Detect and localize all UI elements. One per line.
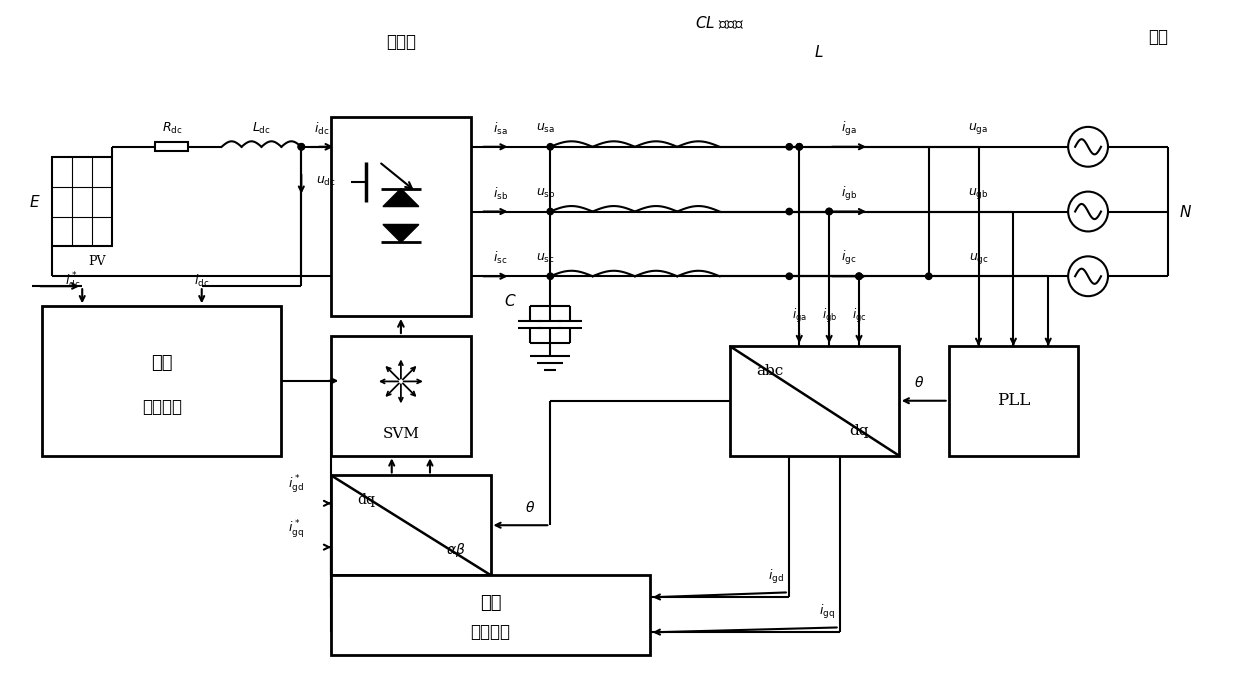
Bar xyxy=(331,575,650,654)
Text: $i_{\rm gc}$: $i_{\rm gc}$ xyxy=(842,249,857,267)
Text: $E$: $E$ xyxy=(29,193,40,210)
Circle shape xyxy=(547,208,553,215)
Text: $i_{\rm sa}$: $i_{\rm sa}$ xyxy=(494,121,508,137)
Text: dq: dq xyxy=(849,424,869,437)
Circle shape xyxy=(547,143,553,150)
Text: $u_{\rm sa}$: $u_{\rm sa}$ xyxy=(536,122,554,135)
Circle shape xyxy=(856,273,862,279)
Text: $i_{\rm gc}$: $i_{\rm gc}$ xyxy=(852,307,867,325)
Circle shape xyxy=(925,273,932,279)
Text: 交流: 交流 xyxy=(480,594,501,612)
Text: $i_{\rm gd}$: $i_{\rm gd}$ xyxy=(768,569,784,586)
Text: $i_{\rm ga}$: $i_{\rm ga}$ xyxy=(841,120,857,138)
Text: $u_{\rm sc}$: $u_{\rm sc}$ xyxy=(536,251,554,265)
Circle shape xyxy=(826,208,832,215)
Text: $\theta$: $\theta$ xyxy=(526,500,536,515)
Text: $CL$ 滤波器: $CL$ 滤波器 xyxy=(696,14,744,30)
Bar xyxy=(52,157,112,246)
Text: 逆变器: 逆变器 xyxy=(386,34,415,51)
Circle shape xyxy=(547,273,553,279)
Text: abc: abc xyxy=(755,364,782,378)
Text: $i^*_{\rm gd}$: $i^*_{\rm gd}$ xyxy=(289,475,304,496)
Text: $N$: $N$ xyxy=(1179,203,1192,220)
Text: $\alpha\beta$: $\alpha\beta$ xyxy=(446,541,465,559)
Text: $i_{\rm gb}$: $i_{\rm gb}$ xyxy=(841,185,857,203)
Text: $R_{\rm dc}$: $R_{\rm dc}$ xyxy=(161,121,182,137)
Text: $C$: $C$ xyxy=(505,293,517,309)
Bar xyxy=(949,346,1078,456)
Text: dq: dq xyxy=(357,493,374,507)
Bar xyxy=(331,117,471,316)
Text: $u_{\rm dc}$: $u_{\rm dc}$ xyxy=(316,175,336,188)
Text: $u_{\rm gb}$: $u_{\rm gb}$ xyxy=(968,186,988,201)
Bar xyxy=(729,346,899,456)
Circle shape xyxy=(786,273,792,279)
Text: 电网: 电网 xyxy=(1148,29,1168,46)
Text: 直流: 直流 xyxy=(151,354,172,372)
Circle shape xyxy=(856,273,862,279)
Text: PLL: PLL xyxy=(997,392,1030,409)
Text: $i_{\rm ga}$: $i_{\rm ga}$ xyxy=(792,307,807,325)
Text: $i_{\rm sc}$: $i_{\rm sc}$ xyxy=(494,250,507,266)
Text: $L_{\rm dc}$: $L_{\rm dc}$ xyxy=(252,121,270,137)
Polygon shape xyxy=(383,189,419,207)
Text: $i^*_{\rm gq}$: $i^*_{\rm gq}$ xyxy=(289,518,304,540)
Text: $i_{\rm gb}$: $i_{\rm gb}$ xyxy=(822,307,837,325)
Bar xyxy=(331,475,491,575)
Text: $i_{\rm dc}$: $i_{\rm dc}$ xyxy=(314,121,329,137)
Circle shape xyxy=(796,143,802,150)
Text: PV: PV xyxy=(88,255,105,268)
Text: $i^*_{\rm dc}$: $i^*_{\rm dc}$ xyxy=(64,271,79,291)
Text: $u_{\rm sb}$: $u_{\rm sb}$ xyxy=(536,187,556,200)
Circle shape xyxy=(786,208,792,215)
Text: $i_{\rm gq}$: $i_{\rm gq}$ xyxy=(818,604,835,621)
Text: $\theta$: $\theta$ xyxy=(914,375,924,390)
Text: $u_{\rm ga}$: $u_{\rm ga}$ xyxy=(968,122,988,137)
Text: $i_{\rm sb}$: $i_{\rm sb}$ xyxy=(494,185,508,201)
Circle shape xyxy=(826,208,832,215)
Text: 控制模块: 控制模块 xyxy=(141,400,182,416)
Bar xyxy=(331,336,471,456)
Bar xyxy=(155,143,188,151)
Text: SVM: SVM xyxy=(382,427,419,441)
Bar xyxy=(42,306,281,456)
Text: $i_{\rm dc}$: $i_{\rm dc}$ xyxy=(195,273,210,289)
Circle shape xyxy=(298,143,305,150)
Polygon shape xyxy=(383,224,419,243)
Text: $u_{\rm gc}$: $u_{\rm gc}$ xyxy=(968,251,988,266)
Circle shape xyxy=(796,143,802,150)
Circle shape xyxy=(298,143,305,150)
Text: $L$: $L$ xyxy=(815,44,823,60)
Circle shape xyxy=(786,143,792,150)
Text: 控制模块: 控制模块 xyxy=(470,624,511,641)
